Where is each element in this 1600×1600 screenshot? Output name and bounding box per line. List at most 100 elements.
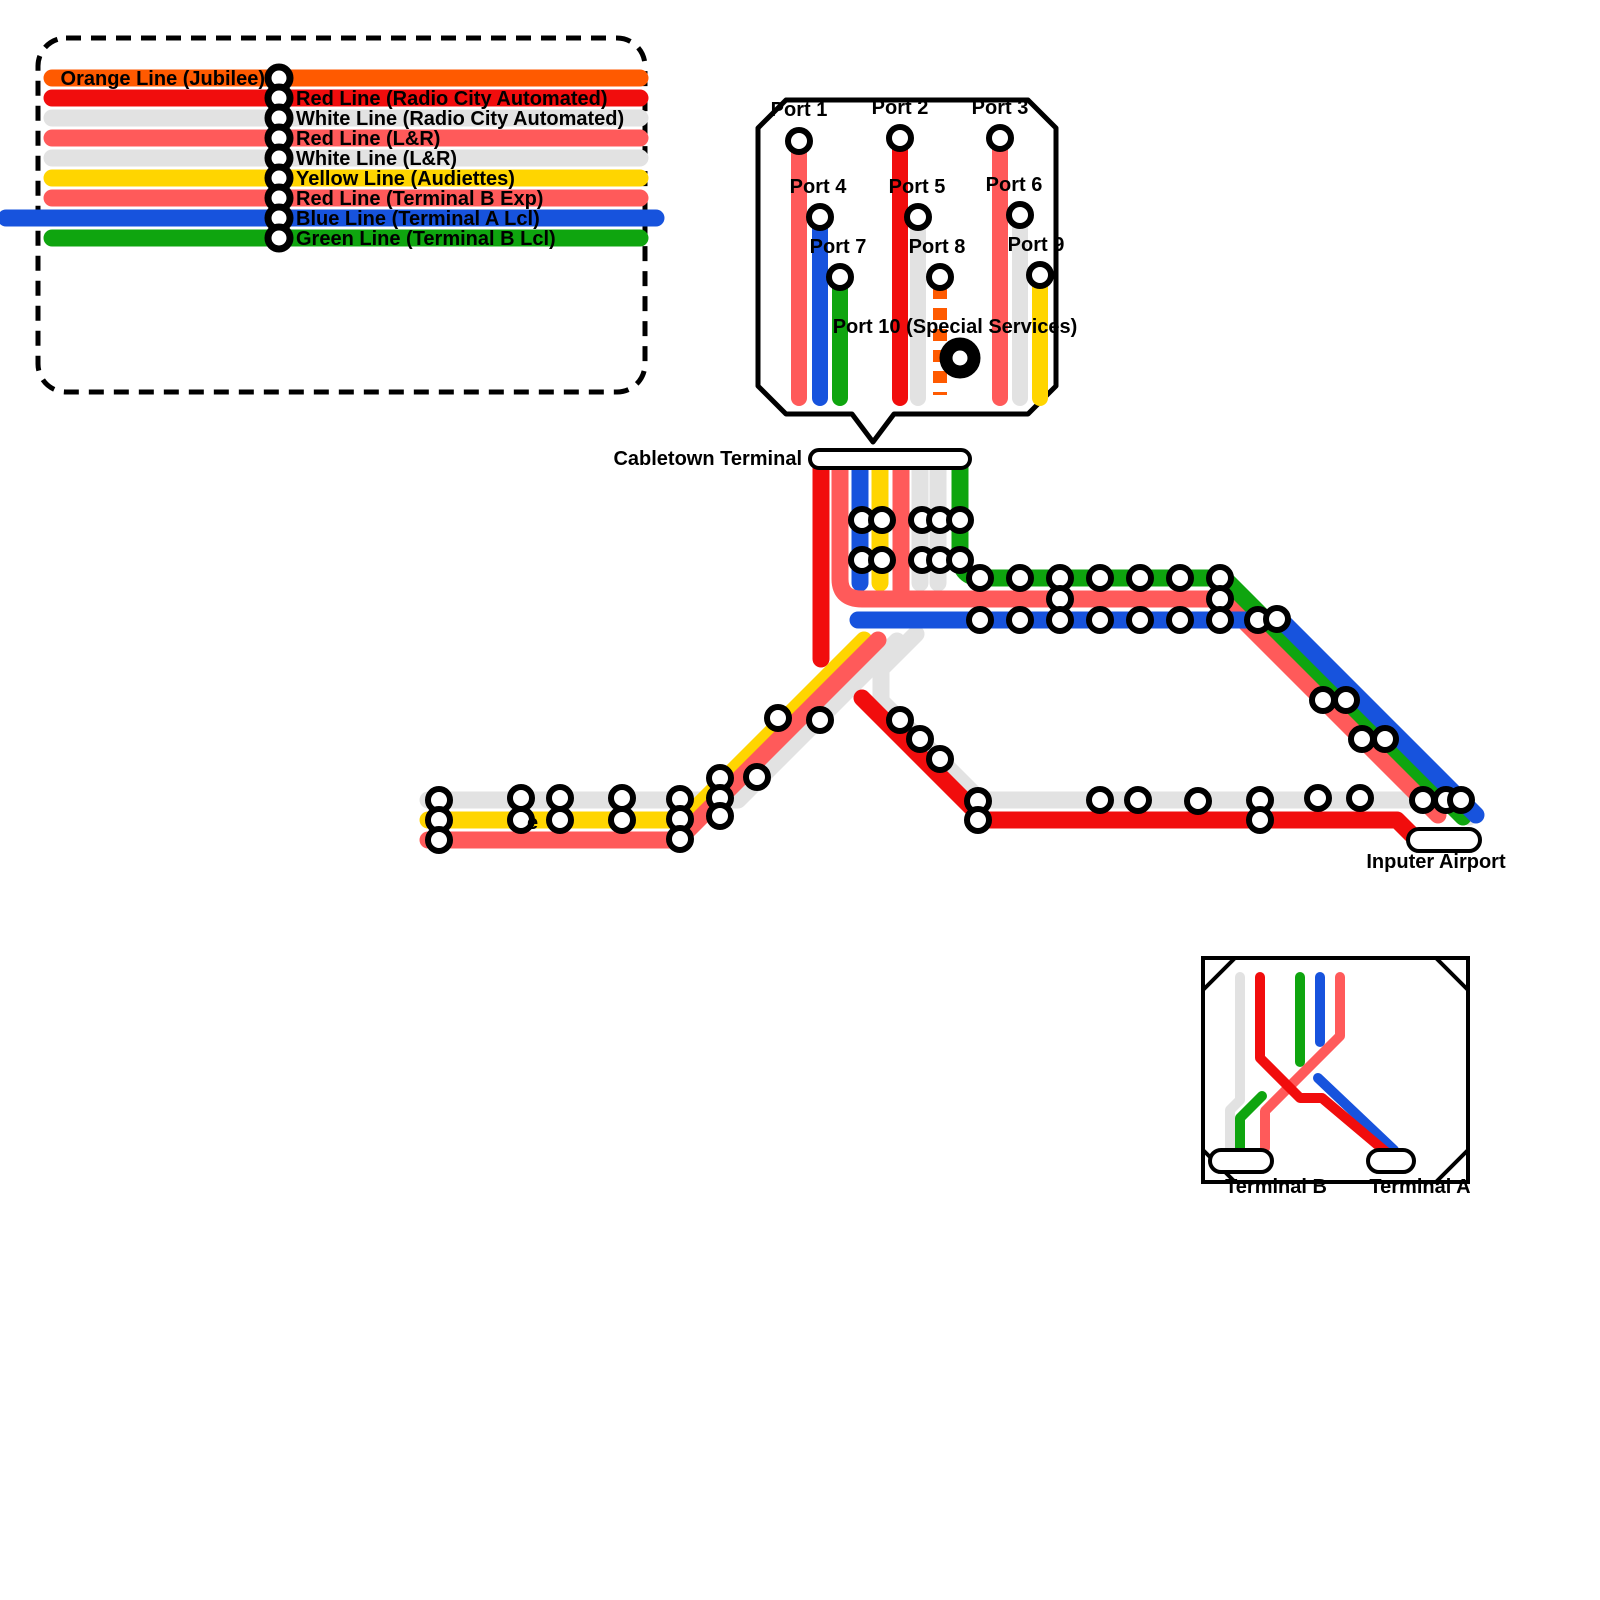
port2-marker <box>886 124 914 152</box>
port7-marker <box>826 263 854 291</box>
station-marker <box>868 506 896 534</box>
inset-green-line-lower <box>1235 1091 1267 1153</box>
inputer-airport-label: Inputer Airport <box>1366 851 1506 873</box>
inset-corner-mark <box>1434 956 1470 992</box>
station-marker <box>1263 605 1291 633</box>
station-marker <box>1332 686 1360 714</box>
port9-marker <box>1026 261 1054 289</box>
port1-marker <box>785 127 813 155</box>
port8-marker <box>926 263 954 291</box>
terminals-inset-box: Terminal B Terminal A <box>1201 956 1471 1198</box>
cabletown-terminal-box <box>808 448 972 470</box>
inputer-airport-box <box>1406 827 1482 853</box>
station-marker <box>1166 564 1194 592</box>
station-marker <box>926 745 954 773</box>
partial-station-label: e <box>527 812 538 834</box>
station-marker <box>1006 564 1034 592</box>
port2-label: Port 2 <box>872 97 929 119</box>
port8-label: Port 8 <box>909 236 966 258</box>
port7-label: Port 7 <box>810 236 867 258</box>
port-box: Port 1 Port 2 Port 3 Port 4 Port 5 Port … <box>755 97 1078 445</box>
port3-label: Port 3 <box>972 97 1029 119</box>
salmon-line-west-branch <box>419 631 887 849</box>
station-marker <box>666 825 694 853</box>
port9-label: Port 9 <box>1008 234 1065 256</box>
station-marker <box>966 564 994 592</box>
station-marker <box>743 763 771 791</box>
legend-label-orange: Orange Line (Jubilee) <box>61 68 265 90</box>
inset-salmon-line <box>1260 972 1345 1153</box>
red-line-airport <box>853 689 1423 846</box>
station-marker <box>1086 606 1114 634</box>
port4-marker <box>806 203 834 231</box>
terminal-b-label: Terminal B <box>1225 1176 1327 1198</box>
legend-station-chain <box>264 63 294 253</box>
terminal-b-box <box>1208 1148 1274 1174</box>
inset-corner-mark <box>1434 1148 1470 1184</box>
legend-label-yellow: Yellow Line (Audiettes) <box>296 168 515 190</box>
station-marker <box>1447 786 1475 814</box>
station-marker <box>608 806 636 834</box>
inset-white-line <box>1225 972 1245 1153</box>
station-marker <box>1304 784 1332 812</box>
station-marker <box>1126 606 1154 634</box>
station-marker <box>906 725 934 753</box>
station-marker <box>546 806 574 834</box>
legend-label-green: Green Line (Terminal B Lcl) <box>296 228 556 250</box>
legend-label-red-terminal-b-exp: Red Line (Terminal B Exp) <box>296 188 543 210</box>
port5-label: Port 5 <box>889 176 946 198</box>
salmon-line-express-airport <box>831 453 1447 824</box>
station-marker <box>706 802 734 830</box>
port6-marker <box>1006 201 1034 229</box>
legend-label-white-radio-city: White Line (Radio City Automated) <box>296 108 624 130</box>
port1-label: Port 1 <box>771 99 828 121</box>
station-marker <box>966 606 994 634</box>
station-marker <box>764 704 792 732</box>
inset-corner-mark <box>1201 956 1237 992</box>
station-marker <box>946 546 974 574</box>
station-marker <box>546 784 574 812</box>
station-marker <box>425 826 453 854</box>
station-marker <box>507 806 535 834</box>
station-marker <box>1206 606 1234 634</box>
station-marker <box>608 784 636 812</box>
port4-label: Port 4 <box>790 176 848 198</box>
station-marker <box>1309 686 1337 714</box>
station-marker <box>1124 786 1152 814</box>
port5-marker <box>904 203 932 231</box>
station-marker <box>1166 606 1194 634</box>
station-marker <box>946 506 974 534</box>
station-marker <box>507 784 535 812</box>
inputer-airport: Inputer Airport <box>1366 827 1506 873</box>
station-marker <box>1371 725 1399 753</box>
terminal-a-box <box>1366 1148 1416 1174</box>
station-marker <box>1046 606 1074 634</box>
legend-box: Orange Line (Jubilee) Red Line (Radio Ci… <box>0 35 665 395</box>
station-marker <box>1246 806 1274 834</box>
station-marker <box>1086 786 1114 814</box>
station-marker <box>806 706 834 734</box>
inset-blue-line-lower <box>1313 1073 1399 1155</box>
port3-marker <box>986 124 1014 152</box>
station-marker <box>1184 787 1212 815</box>
port10-label: Port 10 (Special Services) <box>833 316 1078 338</box>
legend-label-red-lr: Red Line (L&R) <box>296 128 440 150</box>
station-marker <box>1006 606 1034 634</box>
port10-special-marker <box>939 337 981 379</box>
inset-red-line <box>1255 972 1391 1157</box>
cabletown-terminal-label: Cabletown Terminal <box>613 448 802 470</box>
port6-label: Port 6 <box>986 174 1043 196</box>
station-marker <box>1346 784 1374 812</box>
terminal-a-label: Terminal A <box>1369 1176 1470 1198</box>
legend-label-red-radio-city: Red Line (Radio City Automated) <box>296 88 607 110</box>
station-marker <box>868 546 896 574</box>
station-marker <box>886 706 914 734</box>
station-marker <box>1086 564 1114 592</box>
station-marker <box>1409 786 1437 814</box>
station-marker <box>964 806 992 834</box>
legend-label-white-lr: White Line (L&R) <box>296 148 457 170</box>
station-markers <box>425 506 1475 854</box>
station-marker <box>1348 725 1376 753</box>
cabletown-terminal: Cabletown Terminal <box>613 448 972 470</box>
